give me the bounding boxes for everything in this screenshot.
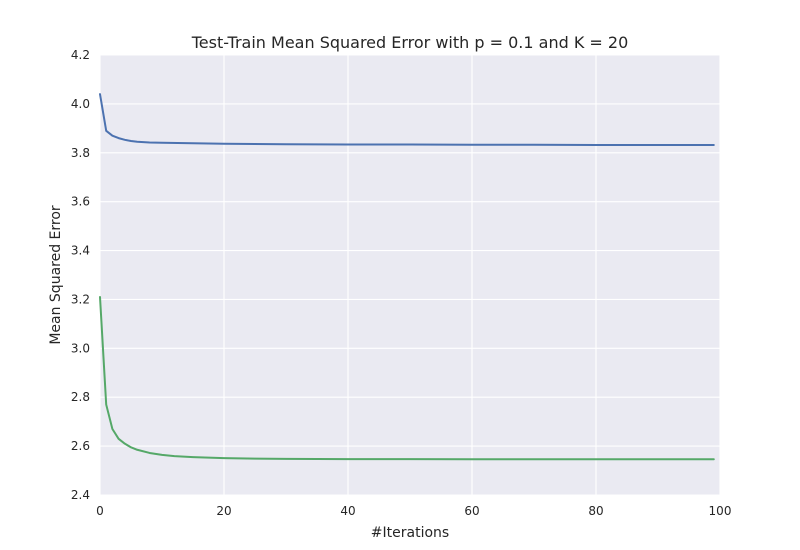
series-layer xyxy=(99,93,715,461)
x-axis-label: #Iterations xyxy=(371,525,449,541)
y-tick-labels: 2.4 2.6 2.8 3.0 3.2 3.4 3.6 3.8 4.0 4.2 xyxy=(71,48,90,502)
y-tick-label: 3.4 xyxy=(71,244,90,258)
series-line-2 xyxy=(99,296,715,461)
x-tick-label: 100 xyxy=(709,504,732,518)
plot-area xyxy=(100,55,720,495)
grid xyxy=(99,54,721,496)
series-line-1 xyxy=(99,93,715,146)
y-tick-label: 2.4 xyxy=(71,488,90,502)
y-axis-label: Mean Squared Error xyxy=(48,205,64,345)
y-tick-label: 3.2 xyxy=(71,292,90,306)
y-tick-label: 2.6 xyxy=(71,439,90,453)
x-tick-label: 60 xyxy=(464,504,479,518)
y-tick-label: 2.8 xyxy=(71,390,90,404)
y-tick-label: 3.6 xyxy=(71,195,90,209)
chart-title: Test-Train Mean Squared Error with p = 0… xyxy=(191,33,629,52)
x-tick-label: 80 xyxy=(588,504,603,518)
y-tick-label: 4.0 xyxy=(71,97,90,111)
x-tick-label: 20 xyxy=(216,504,231,518)
x-tick-label: 40 xyxy=(340,504,355,518)
y-tick-label: 3.0 xyxy=(71,341,90,355)
x-tick-labels: 0 20 40 60 80 100 xyxy=(96,504,731,518)
y-tick-label: 3.8 xyxy=(71,146,90,160)
x-tick-label: 0 xyxy=(96,504,104,518)
y-tick-label: 4.2 xyxy=(71,48,90,62)
